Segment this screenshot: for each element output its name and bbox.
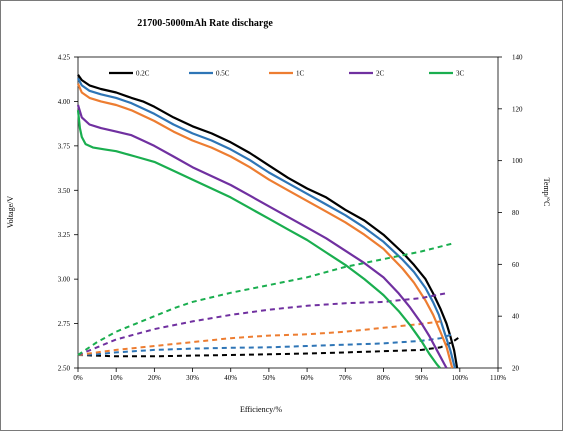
voltage-line-0-2c: [77, 74, 459, 369]
x-tick-label: 10%: [110, 374, 123, 382]
legend-label-0-5c: 0.5C: [216, 70, 230, 78]
x-axis-label: Efficiency/%: [240, 405, 282, 414]
voltage-line-0-5c: [77, 77, 456, 369]
y2-tick-label: 20: [512, 365, 520, 373]
temp-line-0-5c: [77, 333, 453, 356]
temp-line-1c: [77, 320, 441, 356]
y-tick-label: 3.50: [58, 187, 71, 195]
y2-tick-label: 60: [512, 261, 520, 269]
x-tick-label: 40%: [224, 374, 237, 382]
y-tick-label: 3.25: [58, 231, 71, 239]
legend-label-1c: 1C: [296, 70, 305, 78]
y-tick-label: 3.75: [58, 142, 71, 150]
y-axis-right: 20 40 60 80 100 120 140: [498, 54, 523, 373]
x-tick-label: 70%: [339, 374, 352, 382]
temp-line-3c: [77, 242, 453, 356]
y-tick-label: 4.00: [58, 98, 71, 106]
x-tick-label: 50%: [262, 374, 275, 382]
legend-label-0-2c: 0.2C: [136, 70, 150, 78]
y-axis-left: 2.50 2.75 3.00 3.25 3.50 3.75 4.00 4.25: [58, 54, 78, 373]
y2-tick-label: 40: [512, 313, 520, 321]
x-tick-label: 30%: [186, 374, 199, 382]
y2-tick-label: 100: [512, 157, 523, 165]
chart-title: 21700-5000mAh Rate discharge: [137, 18, 273, 29]
x-axis: 0% 10% 20% 30% 40% 50% 60% 70% 80% 90% 100% 110%: [73, 368, 506, 382]
x-tick-label: 90%: [415, 374, 428, 382]
y2-tick-label: 140: [512, 54, 523, 62]
x-tick-label: 0%: [73, 374, 83, 382]
x-tick-label: 60%: [301, 374, 314, 382]
y-tick-label: 2.75: [58, 320, 71, 328]
voltage-line-2c: [76, 104, 448, 369]
y2-axis-label: Temp/°C: [542, 178, 551, 207]
y-tick-label: 2.50: [58, 365, 71, 373]
x-tick-label: 110%: [490, 374, 506, 382]
y-tick-label: 4.25: [58, 54, 71, 62]
temp-line-0-2c: [77, 336, 461, 358]
legend-label-2c: 2C: [376, 70, 385, 78]
legend: 0.2C 0.5C 1C 2C 3C: [109, 70, 465, 78]
x-tick-label: 80%: [377, 374, 390, 382]
y-tick-label: 3.00: [58, 276, 71, 284]
x-tick-label: 20%: [148, 374, 161, 382]
series-group: [76, 74, 461, 369]
x-tick-label: 100%: [452, 374, 469, 382]
voltage-line-1c: [76, 83, 454, 369]
y2-tick-label: 120: [512, 105, 523, 113]
y-axis-label: Voltage/V: [6, 196, 15, 229]
y2-tick-label: 80: [512, 209, 520, 217]
legend-label-3c: 3C: [456, 70, 465, 78]
voltage-line-3c: [76, 110, 441, 369]
